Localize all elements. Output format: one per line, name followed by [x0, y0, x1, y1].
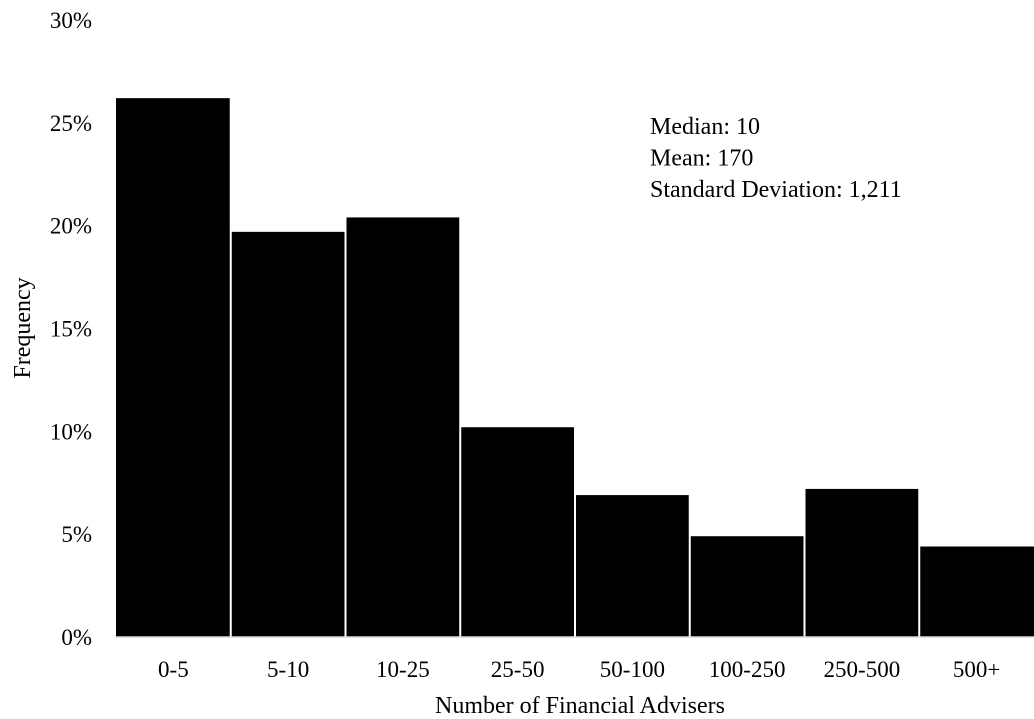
stats-annotation: Median: 10 Mean: 170 Standard Deviation: 1…: [650, 114, 902, 203]
y-tick-label: 20%: [50, 214, 92, 239]
y-axis-label: Frequency: [10, 277, 36, 378]
y-tick-label: 10%: [50, 419, 92, 444]
bar: [346, 217, 460, 637]
x-tick-label: 100-250: [709, 657, 786, 682]
x-tick-label: 0-5: [158, 657, 189, 682]
y-axis-ticks: 0% 5% 10% 15% 20% 25% 30%: [50, 8, 92, 650]
x-tick-label: 250-500: [824, 657, 901, 682]
bar: [461, 427, 574, 637]
y-tick-label: 25%: [50, 111, 92, 136]
x-tick-label: 5-10: [267, 657, 309, 682]
x-tick-label: 10-25: [376, 657, 430, 682]
x-tick-label: 500+: [953, 657, 1000, 682]
y-tick-label: 5%: [61, 522, 92, 547]
x-tick-label: 50-100: [600, 657, 665, 682]
annotation-line: Mean: 170: [650, 146, 753, 172]
y-tick-label: 0%: [61, 625, 92, 650]
x-tick-label: 25-50: [491, 657, 545, 682]
bar: [920, 546, 1034, 637]
bars: [116, 98, 1034, 638]
bar: [116, 98, 230, 638]
y-tick-label: 30%: [50, 8, 92, 33]
bar: [805, 488, 919, 637]
bar: [690, 536, 804, 637]
bar: [576, 495, 689, 637]
x-axis-ticks: 0-5 5-10 10-25 25-50 50-100 100-250 250-500 500…: [158, 657, 1000, 682]
annotation-line: Median: 10: [650, 114, 760, 140]
bar: [231, 231, 345, 637]
x-axis-label: Number of Financial Advisers: [435, 693, 725, 719]
annotation-line: Standard Deviation: 1,211: [650, 177, 902, 203]
y-tick-label: 15%: [50, 317, 92, 342]
